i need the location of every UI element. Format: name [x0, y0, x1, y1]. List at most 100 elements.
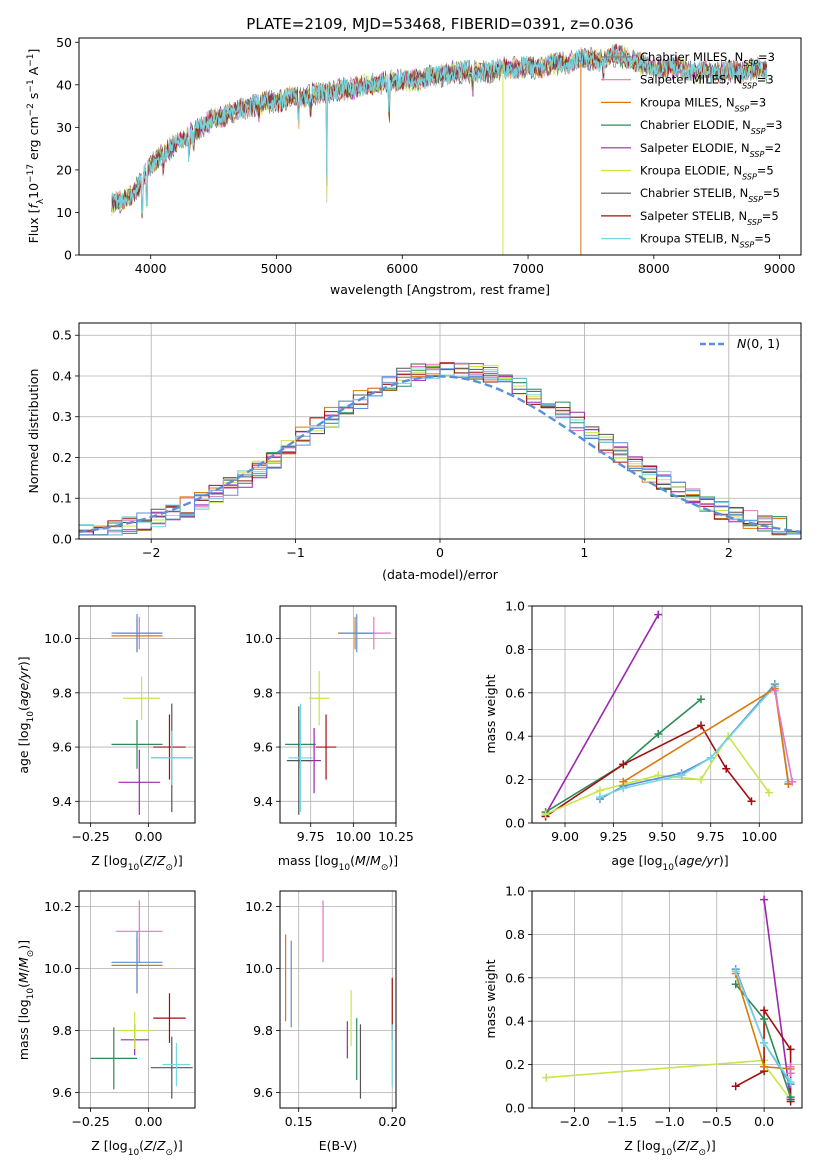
y-tick-label: 10 — [56, 205, 72, 220]
y-axis-label: mass [log10(M/M⊙)] — [16, 940, 36, 1060]
y-tick-label: 9.8 — [52, 1023, 72, 1038]
weight-series-line — [545, 698, 702, 813]
x-tick-label: 10.00 — [741, 829, 777, 844]
x-tick-label: 5000 — [261, 261, 293, 276]
weight-marker — [696, 695, 705, 704]
legend-entry-part: =3 — [757, 73, 774, 87]
legend-entry-part: =5 — [763, 186, 780, 200]
legend-entry-part: SSP — [747, 217, 762, 226]
x-axis-label: age [log10(age/yr)] — [611, 853, 728, 873]
label-part: Z — [689, 1138, 699, 1153]
error-bars — [90, 900, 193, 1099]
ticks — [528, 605, 760, 827]
legend-entry-part: =5 — [762, 209, 779, 223]
label-part: age/yr — [16, 665, 31, 706]
weight-lines — [542, 895, 795, 1106]
label-part: 10 — [26, 711, 36, 723]
label-part: erg cm — [26, 116, 41, 164]
ticks — [75, 638, 150, 827]
weight-series-line — [545, 734, 770, 816]
residuals-panel: −2 −1 0 1 2 0.0 0.1 0.2 0.3 0.4 0.5 N(0, 1) (data-mo… — [26, 322, 802, 582]
weight-marker — [788, 777, 797, 786]
legend-entry-part: SSP — [740, 240, 755, 249]
legend-entry-part: Salpeter ELODIE, N — [640, 141, 750, 155]
legend-entry: Chabrier MILES, NSSP=3 — [640, 50, 775, 68]
x-tick-label: 1 — [580, 545, 588, 560]
label-part: ( — [16, 706, 31, 711]
x-tick-label: 8000 — [638, 261, 670, 276]
y-axis-label: age [log10(age/yr)] — [16, 656, 36, 773]
legend-entry-part: Kroupa MILES, N — [640, 95, 735, 109]
weight-marker — [760, 1015, 769, 1024]
x-tick-label: −1.5 — [607, 1114, 637, 1129]
x-tick-label: 9.00 — [551, 829, 579, 844]
error-bars — [285, 900, 393, 1099]
legend-entry-part: SSP — [751, 127, 766, 136]
x-tick-label: 0.20 — [378, 1114, 406, 1129]
y-axis-label: mass weight — [483, 674, 498, 753]
x-tick-label: 9.50 — [648, 829, 676, 844]
label-part: Z — [143, 853, 153, 868]
label-part: M — [370, 853, 381, 868]
weight-marker — [722, 764, 731, 773]
x-tick-label: −1 — [286, 545, 304, 560]
y-tick-label: 1.0 — [505, 884, 525, 899]
weight-marker — [731, 1082, 740, 1091]
weight-marker — [677, 771, 686, 780]
weight-marker — [696, 775, 705, 784]
x-tick-label: 4000 — [135, 261, 167, 276]
label-part: )] — [173, 1138, 183, 1153]
y-tick-label: 40 — [56, 77, 72, 92]
x-tick-label: −0.25 — [71, 1114, 109, 1129]
legend-entry-part: Chabrier ELODIE, N — [640, 118, 751, 132]
x-tick-label: 0.00 — [135, 829, 163, 844]
legend-entry-part: SSP — [742, 81, 757, 90]
weight-marker — [654, 730, 663, 739]
label-part: age [log — [611, 853, 662, 868]
weight-marker — [595, 792, 604, 801]
y-tick-label: 0.4 — [505, 729, 525, 744]
weight-marker — [541, 810, 550, 819]
legend-entry-part: SSP — [735, 104, 750, 113]
label-part: )] — [16, 656, 31, 666]
legend-entry-part: =3 — [766, 118, 783, 132]
y-tick-label: 20 — [56, 162, 72, 177]
y-tick-label: 0.8 — [505, 642, 525, 657]
axes-frame — [531, 890, 803, 1109]
x-tick-label: −2 — [142, 545, 160, 560]
legend-entry: N(0, 1) — [737, 336, 780, 351]
label-part: ⊙ — [26, 950, 36, 958]
x-tick-label: 0 — [436, 545, 444, 560]
x-tick-label: 0.00 — [135, 1114, 163, 1129]
legend-entry-part: SSP — [742, 172, 757, 181]
label-part: 10 — [26, 183, 41, 199]
y-tick-label: 10.2 — [44, 899, 72, 914]
label-part: ( — [139, 1138, 144, 1153]
x-tick-label: 6000 — [386, 261, 418, 276]
x-tick-label: −2.0 — [559, 1114, 589, 1129]
label-part: age [log — [16, 722, 31, 773]
x-axis-label: wavelength [Angstrom, rest frame] — [330, 282, 550, 297]
spectrum-panel: 4000 5000 6000 7000 8000 9000 0 10 20 30 40 50 wavel… — [26, 35, 802, 297]
label-part: M — [355, 853, 366, 868]
x-tick-label: 9.25 — [600, 829, 628, 844]
label-part: mass [log — [16, 999, 31, 1060]
y-tick-label: 9.8 — [52, 685, 72, 700]
weight-marker — [760, 1062, 769, 1071]
label-part: Z — [156, 853, 166, 868]
figure-title: PLATE=2109, MJD=53468, FIBERID=0391, z=0… — [246, 15, 633, 33]
y-tick-label: 9.4 — [52, 794, 72, 809]
legend-entry-part: =2 — [764, 141, 781, 155]
label-part: ] — [26, 49, 41, 54]
label-part: f — [26, 203, 41, 209]
label-part: ⊙ — [698, 1148, 706, 1158]
label-part: ⊙ — [165, 1148, 173, 1158]
y-axis-label: mass weight — [483, 959, 498, 1038]
weight-marker — [619, 760, 628, 769]
y-tick-label: 10.0 — [44, 961, 72, 976]
grid-lines — [280, 606, 397, 823]
legend-entry: Kroupa MILES, NSSP=3 — [640, 95, 766, 113]
weight-marker — [760, 1006, 769, 1015]
label-part: Z [log — [624, 1138, 660, 1153]
label-part: 10 — [661, 1148, 673, 1158]
